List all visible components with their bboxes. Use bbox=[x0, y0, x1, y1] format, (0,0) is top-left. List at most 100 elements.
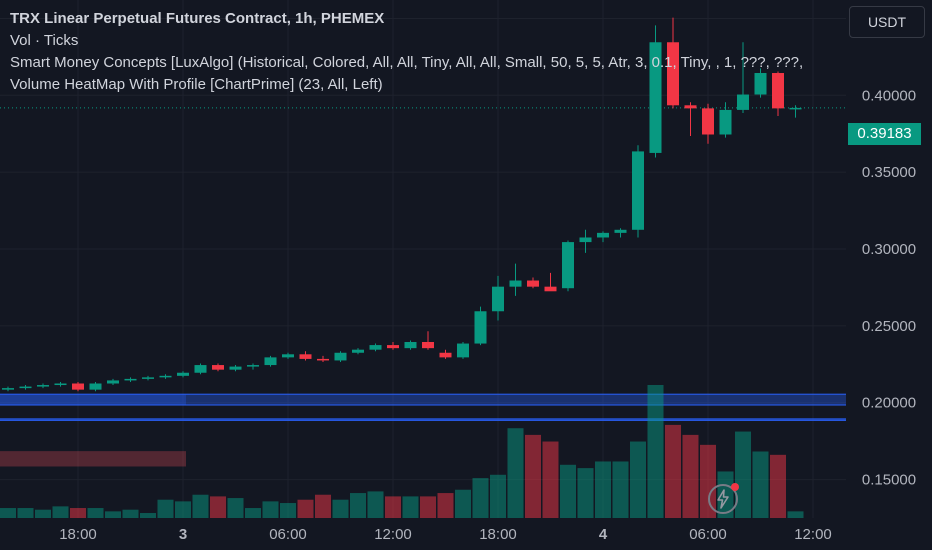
candle-body bbox=[194, 365, 207, 373]
candle-body bbox=[439, 352, 452, 358]
chart-legend: TRX Linear Perpetual Futures Contract, 1… bbox=[10, 8, 803, 96]
volume-bar bbox=[35, 509, 51, 518]
candle-body bbox=[702, 108, 714, 135]
volume-bar bbox=[210, 496, 226, 518]
candle-body bbox=[404, 342, 417, 349]
candle-body bbox=[177, 372, 189, 376]
candle-body bbox=[89, 383, 102, 390]
volume-bar bbox=[192, 494, 209, 518]
candle-body bbox=[264, 357, 277, 366]
x-tick-label: 4 bbox=[599, 526, 608, 543]
y-tick-label: 0.30000 bbox=[862, 241, 916, 258]
candle-body bbox=[632, 151, 644, 230]
x-tick-label: 18:00 bbox=[479, 526, 517, 543]
volume-bar bbox=[52, 506, 69, 518]
volume-bar bbox=[0, 508, 16, 518]
volume-bar bbox=[525, 434, 541, 518]
volume-bar bbox=[245, 508, 261, 518]
candle-body bbox=[369, 345, 382, 350]
volume-bar bbox=[315, 494, 331, 518]
y-tick-label: 0.20000 bbox=[862, 395, 916, 412]
candle-body bbox=[597, 232, 609, 238]
heatmap-band bbox=[0, 394, 846, 406]
candle-body bbox=[754, 73, 767, 95]
volume-bar bbox=[560, 464, 576, 518]
volume-bar bbox=[735, 431, 751, 518]
lightning-icon[interactable] bbox=[708, 483, 739, 514]
price-axis-panel bbox=[846, 0, 932, 550]
y-tick-label: 0.35000 bbox=[862, 164, 916, 181]
volume-bar bbox=[157, 499, 174, 518]
x-tick-label: 12:00 bbox=[794, 526, 832, 543]
candle-body bbox=[527, 280, 539, 287]
legend-volume-indicator[interactable]: Vol · Ticks bbox=[10, 32, 79, 49]
volume-bar bbox=[472, 478, 489, 518]
volume-profile-bar bbox=[0, 451, 186, 467]
y-tick-label: 0.40000 bbox=[862, 87, 916, 104]
volume-bar bbox=[507, 428, 524, 518]
candle-body bbox=[282, 354, 294, 358]
volume-bar bbox=[787, 511, 804, 518]
last-price-label: 0.39183 bbox=[848, 123, 921, 145]
candle-body bbox=[72, 383, 84, 390]
volume-bar bbox=[122, 509, 139, 518]
volume-bar bbox=[350, 493, 366, 518]
candle-body bbox=[509, 280, 522, 287]
volume-bar bbox=[280, 503, 296, 518]
candle-body bbox=[457, 343, 469, 358]
volume-bar bbox=[332, 499, 349, 518]
candle-body bbox=[19, 386, 32, 389]
candle-body bbox=[334, 352, 347, 361]
legend-heatmap-indicator[interactable]: Volume HeatMap With Profile [ChartPrime]… bbox=[10, 76, 383, 93]
volume-bar bbox=[70, 508, 86, 518]
notification-dot bbox=[731, 483, 739, 491]
candle-body bbox=[229, 366, 242, 370]
volume-bar bbox=[770, 454, 786, 518]
currency-button[interactable]: USDT bbox=[849, 6, 925, 38]
volume-profile-bar bbox=[0, 394, 186, 406]
volume-bar bbox=[490, 474, 506, 518]
candle-body bbox=[387, 345, 399, 349]
candle-body bbox=[299, 354, 312, 359]
volume-bar bbox=[140, 513, 156, 518]
volume-bar bbox=[385, 496, 401, 518]
x-tick-label: 12:00 bbox=[374, 526, 412, 543]
volume-bar bbox=[402, 496, 419, 518]
volume-bar bbox=[455, 489, 471, 518]
volume-bar bbox=[367, 491, 384, 518]
volume-bar bbox=[437, 493, 454, 518]
volume-bar bbox=[262, 501, 279, 518]
candle-body bbox=[684, 105, 697, 109]
candle-body bbox=[544, 286, 557, 292]
x-tick-label: 3 bbox=[179, 526, 187, 543]
candle-body bbox=[737, 94, 749, 110]
volume-bar bbox=[227, 498, 244, 518]
candle-body bbox=[37, 385, 49, 387]
legend-symbol-title[interactable]: TRX Linear Perpetual Futures Contract, 1… bbox=[10, 10, 385, 27]
x-tick-label: 06:00 bbox=[269, 526, 307, 543]
candle-body bbox=[492, 286, 504, 312]
volume-bar bbox=[752, 451, 769, 518]
volume-bar bbox=[420, 496, 436, 518]
volume-bar bbox=[612, 461, 629, 518]
volume-bar bbox=[542, 441, 559, 518]
candle-body bbox=[247, 365, 259, 367]
volume-bar bbox=[630, 441, 646, 518]
x-tick-label: 18:00 bbox=[59, 526, 97, 543]
candle-body bbox=[2, 388, 14, 390]
volume-bar bbox=[595, 461, 611, 518]
volume-bar bbox=[577, 468, 594, 518]
candle-body bbox=[562, 242, 574, 289]
volume-bar bbox=[297, 499, 314, 518]
candle-body bbox=[614, 229, 627, 233]
volume-bar bbox=[647, 385, 664, 518]
candle-body bbox=[719, 109, 732, 135]
candle-body bbox=[474, 311, 487, 344]
candle-body bbox=[124, 378, 137, 381]
candle-body bbox=[772, 73, 784, 109]
volume-bar bbox=[87, 508, 104, 518]
candle-body bbox=[212, 365, 224, 370]
legend-smc-indicator[interactable]: Smart Money Concepts [LuxAlgo] (Historic… bbox=[10, 54, 804, 71]
